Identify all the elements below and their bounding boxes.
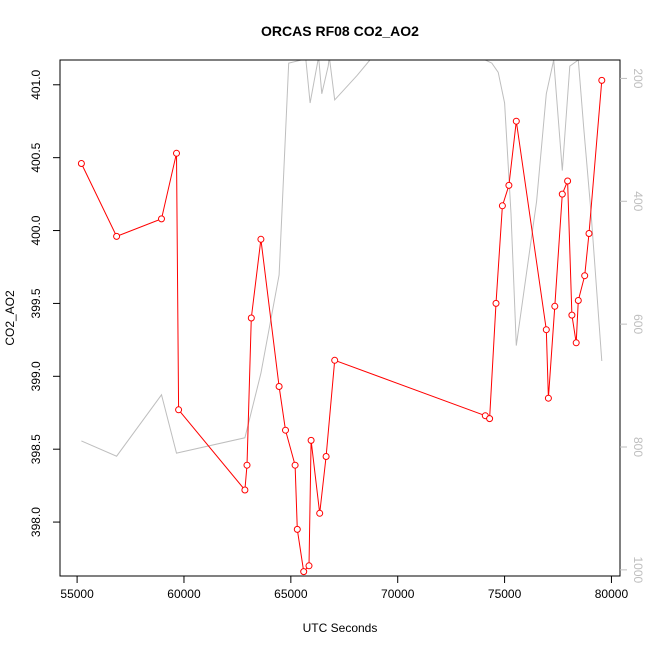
co2-data-point bbox=[492, 299, 500, 307]
secondary-series-layer bbox=[81, 60, 603, 457]
co2-data-point bbox=[564, 177, 572, 185]
secondary-series-line bbox=[81, 60, 603, 457]
co2-series-layer bbox=[77, 76, 606, 576]
co2-data-point bbox=[598, 76, 606, 84]
co2-data-point bbox=[505, 181, 513, 189]
co2-data-point bbox=[307, 436, 315, 444]
co2-data-point bbox=[568, 311, 576, 319]
co2-data-point bbox=[300, 568, 308, 576]
co2-data-point bbox=[291, 461, 299, 469]
y-tick-label: 401.0 bbox=[29, 69, 43, 99]
co2-data-point bbox=[544, 394, 552, 402]
co2-data-point bbox=[305, 562, 313, 570]
co2-data-point bbox=[572, 339, 580, 347]
co2-data-point bbox=[175, 406, 183, 414]
co2-series-line bbox=[80, 80, 603, 573]
co2-data-point bbox=[542, 326, 550, 334]
co2-data-point bbox=[275, 383, 283, 390]
y-tick-label: 399.0 bbox=[29, 361, 43, 391]
co2-data-point bbox=[558, 190, 566, 198]
y2-tick-label: 400 bbox=[631, 191, 645, 211]
co2-data-point bbox=[574, 297, 582, 304]
x-tick-label: 60000 bbox=[167, 587, 201, 601]
co2-data-point bbox=[551, 302, 559, 310]
co2-data-point bbox=[158, 215, 165, 223]
x-tick-label: 55000 bbox=[60, 587, 94, 601]
y-axis: 398.0 398.5 399.0 399.5 400.0 400.5 401.0 bbox=[29, 69, 60, 537]
co2-data-point bbox=[486, 415, 494, 423]
co2-data-point bbox=[322, 453, 330, 460]
co2-data-point bbox=[498, 202, 506, 210]
co2-data-point bbox=[243, 461, 251, 469]
y2-tick-label: 800 bbox=[631, 437, 645, 457]
y-tick-label: 398.5 bbox=[29, 434, 43, 464]
co2-data-point bbox=[331, 356, 339, 364]
plot-frame bbox=[59, 59, 621, 577]
y-tick-label: 398.0 bbox=[29, 507, 43, 537]
x-tick-label: 70000 bbox=[381, 587, 415, 601]
co2-data-point bbox=[247, 314, 255, 322]
y-tick-label: 399.5 bbox=[29, 288, 43, 318]
co2-data-point bbox=[77, 160, 85, 167]
y2-tick-label: 600 bbox=[631, 314, 645, 334]
y2-axis: 200 400 600 800 1000 bbox=[620, 68, 645, 584]
x-tick-label: 75000 bbox=[488, 587, 522, 601]
co2-data-point bbox=[585, 230, 593, 237]
chart-title: ORCAS RF08 CO2_AO2 bbox=[261, 23, 419, 39]
x-tick-label: 80000 bbox=[595, 587, 629, 601]
co2-data-point bbox=[581, 272, 589, 280]
co2-data-point bbox=[512, 117, 520, 125]
y2-tick-label: 200 bbox=[631, 68, 645, 88]
co2-data-point bbox=[316, 509, 324, 517]
y2-tick-label: 1000 bbox=[631, 557, 645, 584]
x-axis: 55000 60000 65000 70000 75000 80000 bbox=[60, 576, 628, 601]
co2-data-point bbox=[257, 235, 265, 243]
x-tick-label: 65000 bbox=[274, 587, 308, 601]
x-axis-label: UTC Seconds bbox=[303, 621, 378, 635]
y-axis-label: CO2_AO2 bbox=[3, 290, 17, 346]
y-tick-label: 400.0 bbox=[29, 215, 43, 245]
co2-data-point bbox=[293, 525, 301, 533]
co2-data-point bbox=[113, 232, 121, 240]
co2-data-point bbox=[282, 426, 289, 434]
co2-data-point bbox=[173, 149, 180, 157]
y-tick-label: 400.5 bbox=[29, 142, 43, 172]
co2-data-point bbox=[241, 486, 249, 494]
